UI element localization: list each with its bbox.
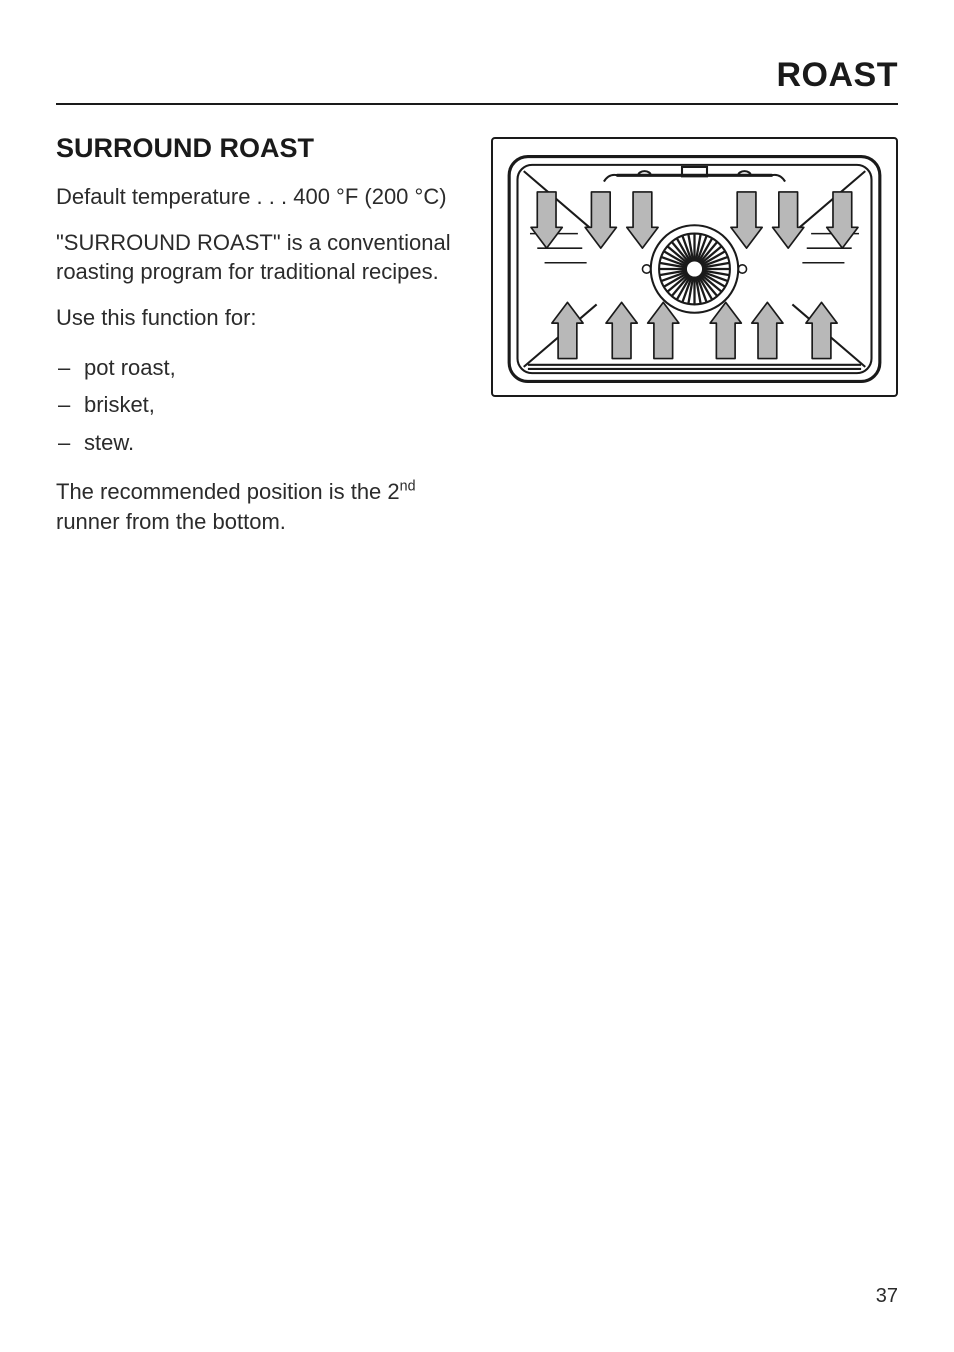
page-number: 37	[876, 1285, 898, 1308]
default-temperature-line: Default temperature . . . 400 °F (200 °C…	[56, 182, 463, 212]
content-columns: SURROUND ROAST Default temperature . . .…	[56, 133, 898, 552]
list-item: stew.	[56, 424, 463, 461]
list-item: pot roast,	[56, 349, 463, 386]
left-column: SURROUND ROAST Default temperature . . .…	[56, 133, 463, 552]
oven-diagram	[491, 137, 898, 397]
recommend-sup: nd	[400, 479, 416, 495]
use-for-label: Use this function for:	[56, 303, 463, 333]
page-header-title: ROAST	[56, 56, 898, 95]
section-subheading: SURROUND ROAST	[56, 133, 463, 164]
intro-paragraph: "SURROUND ROAST" is a conventional roast…	[56, 228, 463, 287]
recommend-pre: The recommended position is the 2	[56, 479, 400, 504]
use-for-list: pot roast, brisket, stew.	[56, 349, 463, 461]
list-item: brisket,	[56, 386, 463, 423]
right-column	[491, 133, 898, 552]
recommend-post: runner from the bottom.	[56, 509, 286, 534]
header-rule	[56, 103, 898, 105]
recommended-position: The recommended position is the 2nd runn…	[56, 477, 463, 536]
oven-diagram-svg	[505, 149, 884, 389]
